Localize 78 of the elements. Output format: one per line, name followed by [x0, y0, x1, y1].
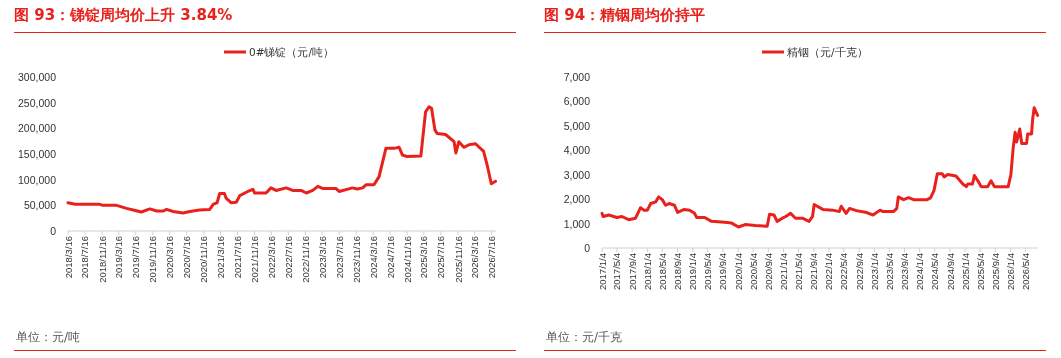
- y-tick-label: 0: [50, 225, 57, 237]
- x-tick-label: 2023/1/4: [868, 253, 880, 290]
- x-tick-label: 2023/7/16: [333, 236, 345, 279]
- y-tick-label: 0: [584, 242, 591, 254]
- x-tick-label: 2021/7/16: [232, 236, 244, 279]
- x-tick-label: 2019/1/4: [687, 253, 699, 290]
- line-series: [66, 105, 498, 215]
- x-tick-label: 2022/7/16: [282, 236, 294, 279]
- x-tick-label: 2022/11/16: [299, 236, 311, 283]
- legend-label: 0#锑锭（元/吨）: [249, 46, 335, 58]
- x-tick-label: 2021/11/16: [249, 236, 261, 283]
- x-tick-label: 2025/5/4: [974, 253, 986, 290]
- x-tick-label: 2020/9/4: [762, 253, 774, 290]
- x-tick-label: 2021/3/16: [215, 236, 227, 279]
- legend-label: 精铟（元/千克）: [787, 46, 868, 58]
- x-tick-label: 2022/9/4: [853, 253, 865, 290]
- line-series: [600, 106, 1040, 229]
- y-tick-label: 5,000: [563, 119, 591, 132]
- x-tick-label: 2023/9/4: [899, 253, 911, 290]
- chart-title: 图 94：精铟周均价持平: [544, 6, 706, 25]
- text: 单位：元/吨: [16, 329, 81, 346]
- x-tick-label: 2025/11/16: [452, 236, 464, 283]
- x-tick-label: 2019/3/16: [113, 236, 125, 279]
- x-tick-label: 2018/3/16: [62, 236, 74, 279]
- x-tick-label: 2017/9/4: [626, 253, 638, 290]
- x-tick-label: 2018/5/4: [656, 253, 668, 290]
- chart-title: 图 93：锑锭周均价上升 3.84%: [14, 6, 233, 25]
- x-tick-label: 2026/5/4: [1019, 253, 1031, 290]
- x-tick-label: 2018/7/16: [79, 236, 91, 279]
- x-tick-label: 2020/3/16: [164, 236, 176, 279]
- x-tick-label: 2019/9/4: [717, 253, 729, 290]
- x-tick-label: 2020/7/16: [181, 236, 193, 279]
- y-tick-label: 6,000: [563, 95, 591, 108]
- x-tick-label: 2026/3/16: [469, 236, 481, 279]
- x-tick-label: 2021/5/4: [793, 253, 804, 290]
- y-tick-label: 300,000: [18, 71, 57, 83]
- x-tick-label: 2018/9/4: [672, 253, 684, 290]
- y-tick-label: 4,000: [563, 144, 591, 157]
- y-tick-label: 100,000: [18, 173, 57, 186]
- y-tick-label: 250,000: [18, 96, 57, 109]
- x-tick-label: 2020/11/16: [198, 236, 210, 283]
- x-tick-label: 2023/5/4: [883, 253, 895, 290]
- x-tick-label: 2024/11/16: [401, 236, 413, 283]
- x-tick-label: 2024/7/16: [384, 236, 396, 279]
- x-tick-label: 2021/1/4: [778, 253, 790, 290]
- y-tick-label: 3,000: [563, 168, 591, 181]
- x-tick-label: 2024/5/4: [929, 253, 941, 290]
- x-tick-label: 2022/3/16: [265, 236, 277, 279]
- x-tick-label: 2024/3/16: [367, 236, 379, 279]
- x-tick-label: 2017/5/4: [611, 253, 623, 290]
- x-tick-label: 2025/1/4: [959, 253, 971, 290]
- x-tick-label: 2023/3/16: [316, 236, 328, 279]
- x-tick-label: 2026/1/4: [1005, 253, 1017, 290]
- x-tick-label: 2020/1/4: [732, 253, 744, 290]
- x-tick-label: 2025/7/16: [435, 236, 447, 279]
- y-tick-label: 50,000: [23, 199, 57, 212]
- x-tick-label: 2019/11/16: [147, 236, 159, 283]
- x-tick-label: 2024/9/4: [944, 253, 956, 290]
- x-tick-label: 2018/11/16: [96, 236, 108, 283]
- x-tick-label: 2021/9/4: [808, 253, 820, 290]
- x-tick-label: 2024/1/4: [914, 253, 926, 290]
- x-tick-label: 2017/1/4: [596, 253, 608, 290]
- x-tick-label: 2019/7/16: [130, 236, 142, 279]
- x-tick-label: 2022/5/4: [838, 253, 850, 290]
- y-tick-label: 200,000: [18, 122, 57, 135]
- text: 单位：元/千克: [546, 329, 623, 346]
- x-tick-label: 2018/1/4: [641, 253, 653, 290]
- y-tick-label: 7,000: [563, 71, 591, 83]
- x-tick-label: 2022/1/4: [823, 253, 835, 290]
- y-tick-label: 150,000: [18, 148, 57, 160]
- x-tick-label: 2020/5/4: [747, 253, 759, 290]
- x-tick-label: 2026/7/16: [486, 236, 498, 279]
- x-tick-label: 2023/11/16: [350, 236, 362, 283]
- y-tick-label: 2,000: [563, 193, 591, 206]
- y-tick-label: 1,000: [563, 217, 591, 230]
- x-tick-label: 2019/5/4: [702, 253, 714, 290]
- x-tick-label: 2025/9/4: [989, 253, 1001, 290]
- x-tick-label: 2025/3/16: [418, 236, 430, 279]
